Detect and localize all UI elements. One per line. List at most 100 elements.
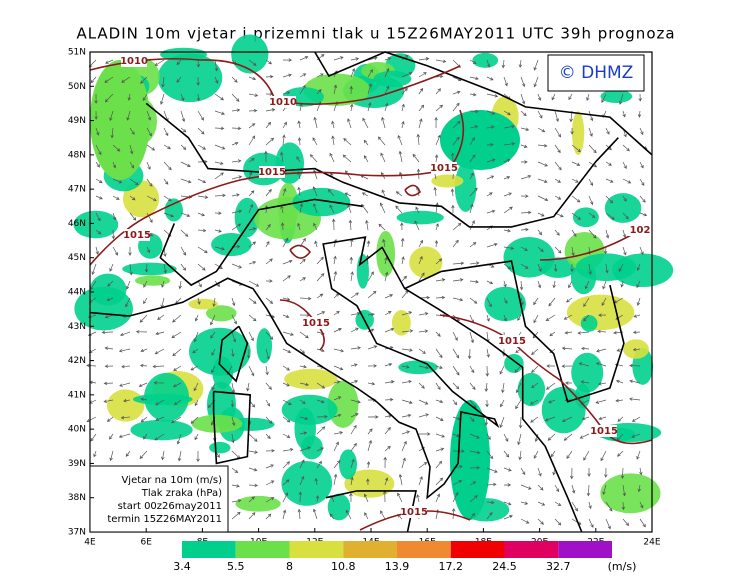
wind-speed-fill xyxy=(73,34,674,522)
isobar-label: 1015 xyxy=(302,318,330,329)
speed-patch xyxy=(231,34,269,74)
colorbar-swatch xyxy=(397,541,451,558)
map-area xyxy=(90,52,652,532)
isobar-label: 1015 xyxy=(123,230,151,241)
latitude-label: 43N xyxy=(68,322,86,332)
colorbar-swatch xyxy=(182,541,236,558)
coastline xyxy=(314,51,653,156)
speed-patch xyxy=(281,461,333,506)
longitude-label: 4E xyxy=(84,538,96,548)
speed-patch xyxy=(235,495,281,512)
latitude-label: 44N xyxy=(68,288,86,298)
colorbar-label: 24.5 xyxy=(492,560,517,573)
speed-patch xyxy=(89,273,127,306)
colorbar-label: 32.7 xyxy=(546,560,571,573)
speed-patch xyxy=(398,360,438,375)
speed-patch xyxy=(600,89,633,103)
isobar-label-bg xyxy=(431,162,457,174)
speed-patch xyxy=(160,47,207,62)
isobar-label-bg xyxy=(627,224,653,236)
speed-patch xyxy=(234,197,260,238)
speed-patch xyxy=(130,419,193,441)
speed-patch xyxy=(188,298,219,310)
isobar-label: 1010 xyxy=(269,97,297,108)
speed-patch xyxy=(484,286,526,322)
isobar xyxy=(404,184,421,197)
speed-patch xyxy=(164,198,183,222)
info-line: Tlak zraka (hPa) xyxy=(141,488,222,499)
coastline xyxy=(145,102,619,228)
speed-patch xyxy=(73,210,119,239)
speed-patch xyxy=(454,162,477,212)
isobar-label: 1015 xyxy=(400,507,428,518)
isobar-label-bg xyxy=(124,229,150,241)
speed-patch xyxy=(373,70,412,88)
latitude-label: 47N xyxy=(68,185,86,195)
speed-patch xyxy=(188,327,251,376)
speed-patch xyxy=(566,294,635,331)
speed-patch xyxy=(284,368,338,390)
isobar-label: 1015 xyxy=(258,167,286,178)
latitude-label: 45N xyxy=(68,253,86,263)
speed-patch xyxy=(517,372,546,407)
info-line: start 00z26may2011 xyxy=(118,501,222,512)
colorbar-label: 8 xyxy=(286,560,293,573)
speed-patch xyxy=(122,262,177,276)
isobar-label-bg xyxy=(303,317,329,329)
speed-patch xyxy=(157,53,223,103)
wind-arrows xyxy=(86,54,648,530)
isobar-label-bg xyxy=(499,335,525,347)
speed-patch xyxy=(541,386,586,434)
coastline xyxy=(218,325,249,383)
speed-patch xyxy=(144,372,189,422)
info-box xyxy=(89,465,229,533)
speed-patch xyxy=(431,174,464,188)
speed-patch xyxy=(106,389,145,422)
speed-patch xyxy=(409,246,443,279)
speed-patch xyxy=(211,232,252,257)
arrow-field xyxy=(86,54,648,530)
isobar xyxy=(289,244,312,259)
colorbar-label: 5.5 xyxy=(227,560,245,573)
speed-patch xyxy=(604,193,642,223)
colorbar-swatch xyxy=(504,541,559,558)
colorbar-swatch xyxy=(450,541,505,558)
longitude-label: 24E xyxy=(643,538,660,548)
colorbar-swatch xyxy=(289,541,344,558)
colorbar-label: 3.4 xyxy=(173,560,191,573)
speed-patch xyxy=(209,441,231,454)
latitude-label: 51N xyxy=(68,48,86,58)
speed-patch xyxy=(600,473,661,514)
latitude-label: 41N xyxy=(68,390,86,400)
longitude-label: 6E xyxy=(140,538,152,548)
speed-patch xyxy=(575,253,637,282)
latitude-label: 40N xyxy=(68,425,86,435)
isobar-label-bg xyxy=(121,55,147,67)
speed-patch xyxy=(571,352,604,393)
speed-patch xyxy=(580,315,598,332)
speed-patch xyxy=(396,210,444,225)
speed-patch xyxy=(503,236,555,278)
info-line: Vjetar na 10m (m/s) xyxy=(121,475,222,486)
speed-patch xyxy=(294,407,316,450)
speed-patch xyxy=(440,110,520,170)
speed-patch xyxy=(327,380,359,428)
isobar-label-bg xyxy=(591,425,617,437)
isobar-label: 1015 xyxy=(590,426,618,437)
coastlines xyxy=(89,51,653,533)
isobar-label-bg xyxy=(401,506,427,518)
latitude-label: 39N xyxy=(68,459,86,469)
isobar xyxy=(439,314,653,445)
coastline xyxy=(212,390,252,465)
latitude-label: 49N xyxy=(68,116,86,126)
latitude-label: 42N xyxy=(68,356,86,366)
title: ALADIN 10m vjetar i prizemni tlak u 15Z2… xyxy=(76,25,675,43)
colorbar-swatch xyxy=(558,541,612,558)
isobar-label: 1015 xyxy=(430,163,458,174)
colorbar-label: 13.9 xyxy=(385,560,410,573)
info-line: termin 15Z26MAY2011 xyxy=(107,514,222,525)
logo: © DHMZ xyxy=(559,63,634,83)
isobar-label-bg xyxy=(259,166,285,178)
latitude-label: 38N xyxy=(68,493,86,503)
